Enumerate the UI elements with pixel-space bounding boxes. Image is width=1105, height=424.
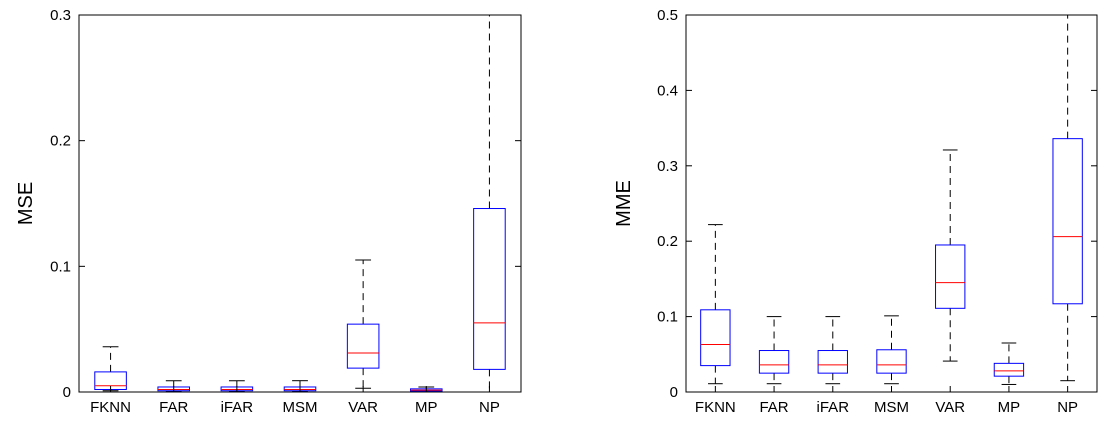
box-var	[935, 149, 966, 362]
y-tick-label: 0	[63, 384, 71, 401]
x-tick-label: VAR	[935, 399, 965, 416]
box-fknn	[94, 346, 127, 392]
x-tick-label: FKNN	[695, 399, 736, 416]
box-msm	[876, 315, 907, 385]
box-np	[1052, 15, 1083, 382]
iqr-box	[935, 244, 966, 309]
x-tick-label: MSM	[283, 399, 318, 416]
y-tick-label: 0.2	[657, 233, 678, 250]
box-np	[473, 15, 506, 392]
y-tick-label: 0.4	[657, 82, 678, 99]
y-tick-label: 0.2	[50, 133, 71, 150]
y-tick-label: 0.3	[657, 158, 678, 175]
chart-panel-mse: 0 0.1 0.2 0.3 MSE FKNN FAR iFAR MSM VAR MP NP	[15, 7, 522, 416]
iqr-box	[346, 323, 380, 369]
x-tick-label: NP	[1057, 399, 1078, 416]
box-fknn	[700, 224, 731, 385]
y-axis-label: MSE	[15, 182, 37, 225]
x-tick-label: VAR	[348, 399, 378, 416]
iqr-box	[1052, 138, 1083, 305]
x-tick-label: FAR	[759, 399, 788, 416]
box-mp	[993, 342, 1025, 385]
iqr-box	[473, 208, 506, 370]
box-far	[758, 316, 790, 385]
x-tick-label: MP	[998, 399, 1021, 416]
iqr-box	[993, 362, 1025, 377]
x-tick-label: NP	[479, 399, 500, 416]
iqr-box	[700, 309, 731, 367]
x-tick-label: MSM	[874, 399, 909, 416]
y-tick-label: 0	[670, 384, 678, 401]
x-tick-label: FKNN	[90, 399, 131, 416]
y-tick-label: 0.3	[50, 7, 71, 24]
y-axis-label: MME	[613, 180, 635, 227]
x-tick-label: iFAR	[221, 399, 254, 416]
plot-frame	[78, 14, 522, 393]
x-tick-label: FAR	[159, 399, 188, 416]
y-tick-label: 0.5	[657, 7, 678, 24]
y-tick-label: 0.1	[50, 258, 71, 275]
box-ifar	[817, 316, 848, 385]
x-tick-label: MP	[415, 399, 438, 416]
iqr-box	[876, 349, 907, 374]
box-var	[346, 259, 380, 389]
chart-panel-mme: 0 0.1 0.2 0.3 0.4 0.5 MME FKNN FAR iFAR MSM VAR MP NP	[613, 7, 1098, 416]
y-tick-label: 0.1	[657, 309, 678, 326]
iqr-box	[817, 350, 848, 374]
iqr-box	[758, 350, 790, 374]
x-tick-label: iFAR	[817, 399, 850, 416]
